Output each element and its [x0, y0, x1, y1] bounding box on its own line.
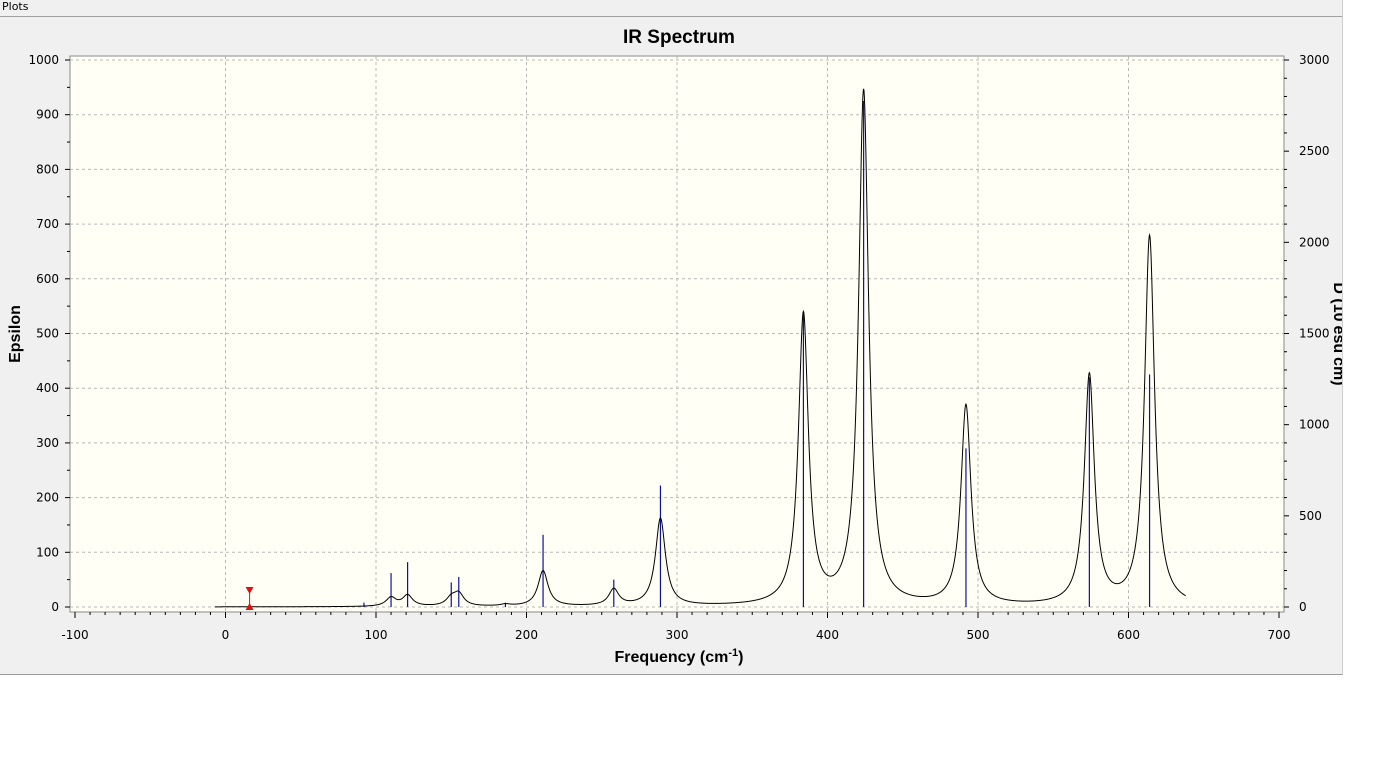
y2-tick-label: 500: [1299, 509, 1322, 523]
x-tick-label: 200: [515, 628, 538, 642]
y-tick-label: 800: [36, 162, 59, 176]
frequency-marker[interactable]: [245, 587, 254, 610]
y2-tick-label: 3000: [1299, 53, 1330, 67]
y2-tick-label: 0: [1299, 600, 1307, 614]
y2-axis-title-tail: cm): [1330, 357, 1342, 385]
y-tick-label: 100: [36, 545, 59, 559]
y-tick-label: 300: [36, 436, 59, 450]
x-axis: -100 0 100 200 300 400 500 600 700: [61, 612, 1290, 642]
y-tick-label: 200: [36, 491, 59, 505]
x-tick-label: 300: [666, 628, 689, 642]
x-tick-label: 400: [816, 628, 839, 642]
x-tick-label: 0: [222, 628, 230, 642]
x-tick-label: -100: [61, 628, 88, 642]
y-tick-label: 0: [51, 600, 59, 614]
window-title: Plots: [2, 0, 29, 13]
grid-lines: [70, 56, 1284, 612]
window-titlebar: Plots: [0, 0, 1342, 17]
chart-title: IR Spectrum: [623, 27, 735, 48]
y-tick-label: 900: [36, 108, 59, 122]
marker-top-triangle: [245, 587, 254, 594]
x-axis-title-main: Frequency (cm: [615, 649, 729, 666]
y-tick-label: 500: [36, 327, 59, 341]
x-tick-label: 500: [967, 628, 990, 642]
stick-spectrum: [363, 101, 1151, 607]
x-axis-title-exponent: -1: [728, 647, 738, 659]
y-axis-right: 0 500 1000 1500 2000 2500 3000: [1284, 53, 1330, 614]
y-tick-label: 1000: [28, 53, 59, 67]
y2-axis-title-main: D (10: [1330, 282, 1342, 321]
y-tick-label: 700: [36, 217, 59, 231]
marker-bottom-triangle: [245, 603, 254, 610]
y2-axis-title-unit: esu: [1330, 326, 1342, 354]
x-axis-title-close: ): [738, 649, 743, 666]
y-axis-left: 0 100 200 300 400 500 600 700 800 900 1000: [28, 53, 70, 614]
x-axis-title: Frequency (cm-1): [615, 647, 744, 666]
x-tick-label: 600: [1117, 628, 1140, 642]
y-tick-label: 400: [36, 381, 59, 395]
y2-tick-label: 2000: [1299, 235, 1330, 249]
y-axis-title: Epsilon: [7, 305, 24, 363]
y-tick-label: 600: [36, 272, 59, 286]
x-tick-label: 100: [365, 628, 388, 642]
x-tick-label: 700: [1268, 628, 1291, 642]
y2-tick-label: 1000: [1299, 418, 1330, 432]
y2-tick-label: 1500: [1299, 327, 1330, 341]
spectrum-curve: [214, 88, 1186, 608]
y2-tick-label: 2500: [1299, 144, 1330, 158]
y2-axis-title: D (10 esu cm): [1330, 282, 1342, 385]
